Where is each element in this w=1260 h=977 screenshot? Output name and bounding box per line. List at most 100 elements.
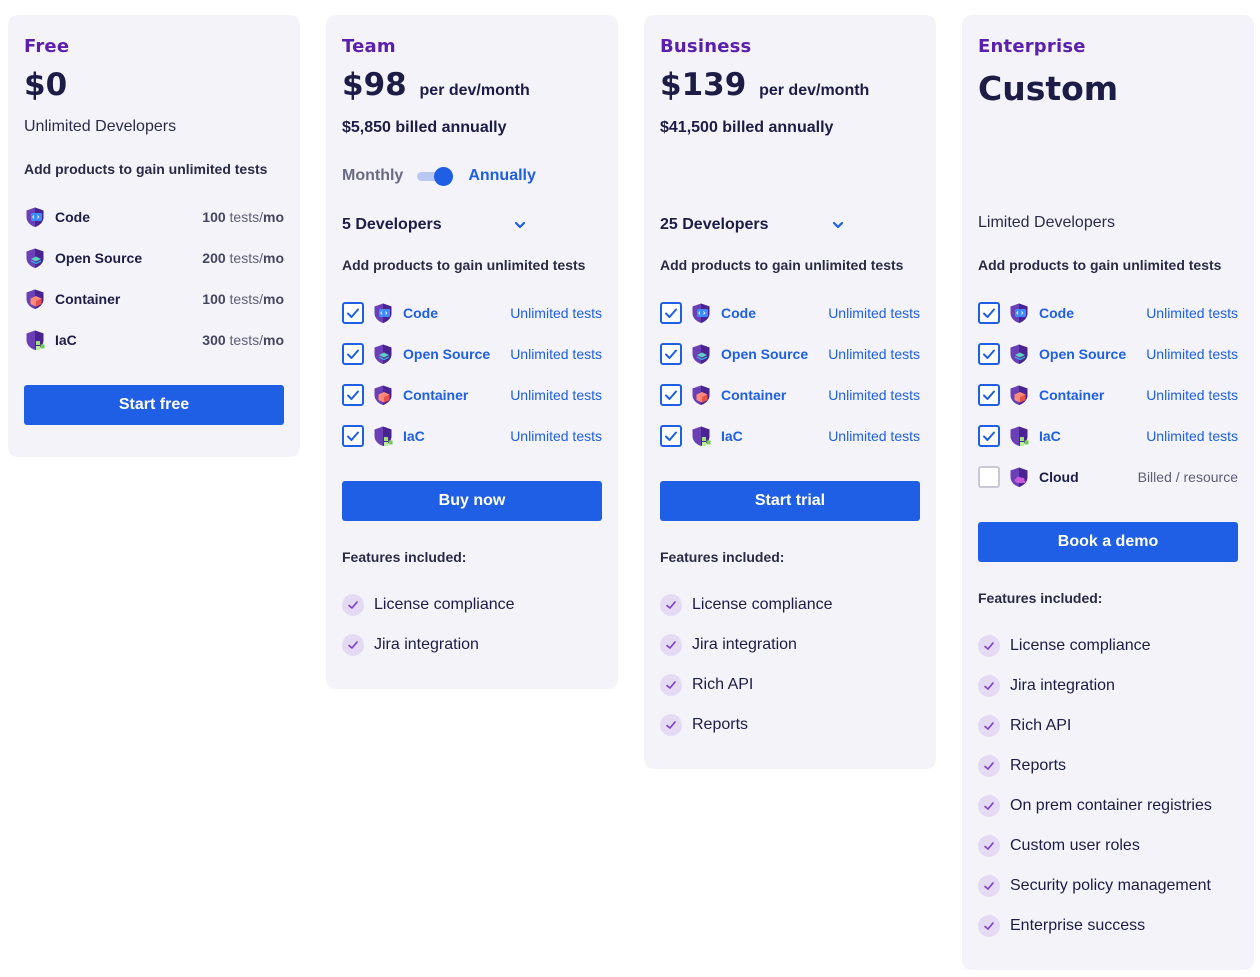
product-name: IaC	[55, 332, 77, 348]
iac-shield-icon	[1008, 425, 1029, 446]
product-row-code: Code 100 tests/mo	[24, 205, 284, 229]
feature-check-icon	[660, 714, 682, 736]
product-value: Billed / resource	[1137, 469, 1238, 485]
cloud-shield-icon	[1008, 466, 1030, 488]
feature-item: License compliance	[978, 634, 1151, 658]
developers-text: Limited Developers	[978, 214, 1115, 231]
add-products-label: Add products to gain unlimited tests	[660, 257, 904, 273]
buy-now-button[interactable]: Buy now	[342, 481, 602, 521]
product-name: Open Source	[403, 346, 491, 362]
product-row-iac: IaC Unlimited tests	[978, 424, 1238, 448]
plan-card-enterprise: Enterprise Custom Limited Developers Add…	[962, 15, 1254, 970]
feature-check-icon	[978, 715, 1000, 737]
toggle-annually-label[interactable]: Annually	[468, 167, 536, 184]
container-shield-icon	[690, 384, 712, 406]
product-value: Unlimited tests	[828, 387, 920, 403]
product-name: IaC	[721, 428, 743, 444]
plan-price: $98 per dev/month	[342, 67, 530, 103]
product-value: Unlimited tests	[510, 387, 602, 403]
product-checkbox[interactable]	[342, 384, 364, 406]
product-row-open-source: Open Source 200 tests/mo	[24, 246, 284, 270]
plan-card-business: Business $139 per dev/month $41,500 bill…	[644, 15, 936, 769]
feature-check-icon	[660, 674, 682, 696]
product-checkbox[interactable]	[978, 466, 1000, 488]
developers-select[interactable]: 5 Developers	[342, 214, 526, 236]
start-trial-button[interactable]: Start trial	[660, 481, 920, 521]
product-checkbox[interactable]	[342, 425, 364, 447]
product-checkbox[interactable]	[342, 302, 364, 324]
plan-price: Custom	[978, 69, 1119, 108]
product-name: IaC	[403, 428, 425, 444]
add-products-label: Add products to gain unlimited tests	[978, 257, 1222, 273]
toggle-monthly-label[interactable]: Monthly	[342, 167, 404, 184]
product-checkbox[interactable]	[660, 343, 682, 365]
feature-check-icon	[978, 675, 1000, 697]
feature-item: Rich API	[660, 673, 753, 697]
feature-check-icon	[342, 594, 364, 616]
product-row-open-source: Open Source Unlimited tests	[978, 342, 1238, 366]
product-checkbox[interactable]	[978, 384, 1000, 406]
product-name: Open Source	[55, 250, 143, 266]
product-checkbox[interactable]	[978, 425, 1000, 447]
feature-item: Enterprise success	[978, 914, 1145, 938]
product-checkbox[interactable]	[660, 425, 682, 447]
code-shield-icon	[24, 206, 46, 228]
product-checkbox[interactable]	[978, 302, 1000, 324]
product-value: Unlimited tests	[828, 346, 920, 362]
product-name: Cloud	[1039, 469, 1079, 485]
product-name: Open Source	[721, 346, 809, 362]
plan-name: Business	[660, 36, 752, 57]
feature-item: Jira integration	[660, 633, 797, 657]
developers-select[interactable]: 25 Developers	[660, 214, 844, 236]
container-shield-icon	[24, 288, 46, 310]
plan-name: Free	[24, 36, 70, 57]
start-free-button[interactable]: Start free	[24, 385, 284, 425]
features-title: Features included:	[660, 549, 785, 565]
add-products-label: Add products to gain unlimited tests	[24, 161, 268, 177]
billing-toggle-row: Monthly Annually	[342, 165, 536, 187]
billing-period-toggle[interactable]	[417, 167, 455, 186]
iac-shield-icon	[690, 425, 711, 446]
container-shield-icon	[372, 384, 394, 406]
product-name: Code	[403, 305, 438, 321]
features-title: Features included:	[342, 549, 467, 565]
feature-item: Jira integration	[342, 633, 479, 657]
product-value: Unlimited tests	[828, 305, 920, 321]
product-checkbox[interactable]	[978, 343, 1000, 365]
feature-check-icon	[978, 755, 1000, 777]
product-row-container: Container Unlimited tests	[660, 383, 920, 407]
product-name: IaC	[1039, 428, 1061, 444]
check-icon	[981, 428, 997, 444]
product-row-iac: IaC 300 tests/mo	[24, 328, 284, 352]
product-checkbox[interactable]	[342, 343, 364, 365]
product-row-code: Code Unlimited tests	[978, 301, 1238, 325]
chevron-down-icon	[832, 220, 844, 230]
product-row-container: Container 100 tests/mo	[24, 287, 284, 311]
test-quota: 200 tests/mo	[202, 250, 284, 266]
product-value: Unlimited tests	[510, 428, 602, 444]
code-shield-icon	[1008, 302, 1030, 324]
product-name: Open Source	[1039, 346, 1127, 362]
feature-check-icon	[978, 635, 1000, 657]
product-row-iac: IaC Unlimited tests	[660, 424, 920, 448]
developers-select-value: 25 Developers	[660, 216, 769, 233]
check-icon	[345, 387, 361, 403]
feature-check-icon	[978, 915, 1000, 937]
check-icon	[663, 346, 679, 362]
product-checkbox[interactable]	[660, 302, 682, 324]
plan-name: Team	[342, 36, 396, 57]
feature-item: License compliance	[660, 593, 833, 617]
product-row-open-source: Open Source Unlimited tests	[660, 342, 920, 366]
product-name: Container	[55, 291, 121, 307]
feature-check-icon	[978, 795, 1000, 817]
add-products-label: Add products to gain unlimited tests	[342, 257, 586, 273]
open-source-shield-icon	[1008, 343, 1030, 365]
price-period: per dev/month	[759, 82, 870, 99]
billed-annually-text: $41,500 billed annually	[660, 119, 834, 136]
open-source-shield-icon	[690, 343, 712, 365]
plan-card-free: Free $0 Unlimited Developers Add product…	[8, 15, 300, 457]
book-demo-button[interactable]: Book a demo	[978, 522, 1238, 562]
check-icon	[981, 305, 997, 321]
product-checkbox[interactable]	[660, 384, 682, 406]
plan-price: $0	[24, 67, 68, 103]
